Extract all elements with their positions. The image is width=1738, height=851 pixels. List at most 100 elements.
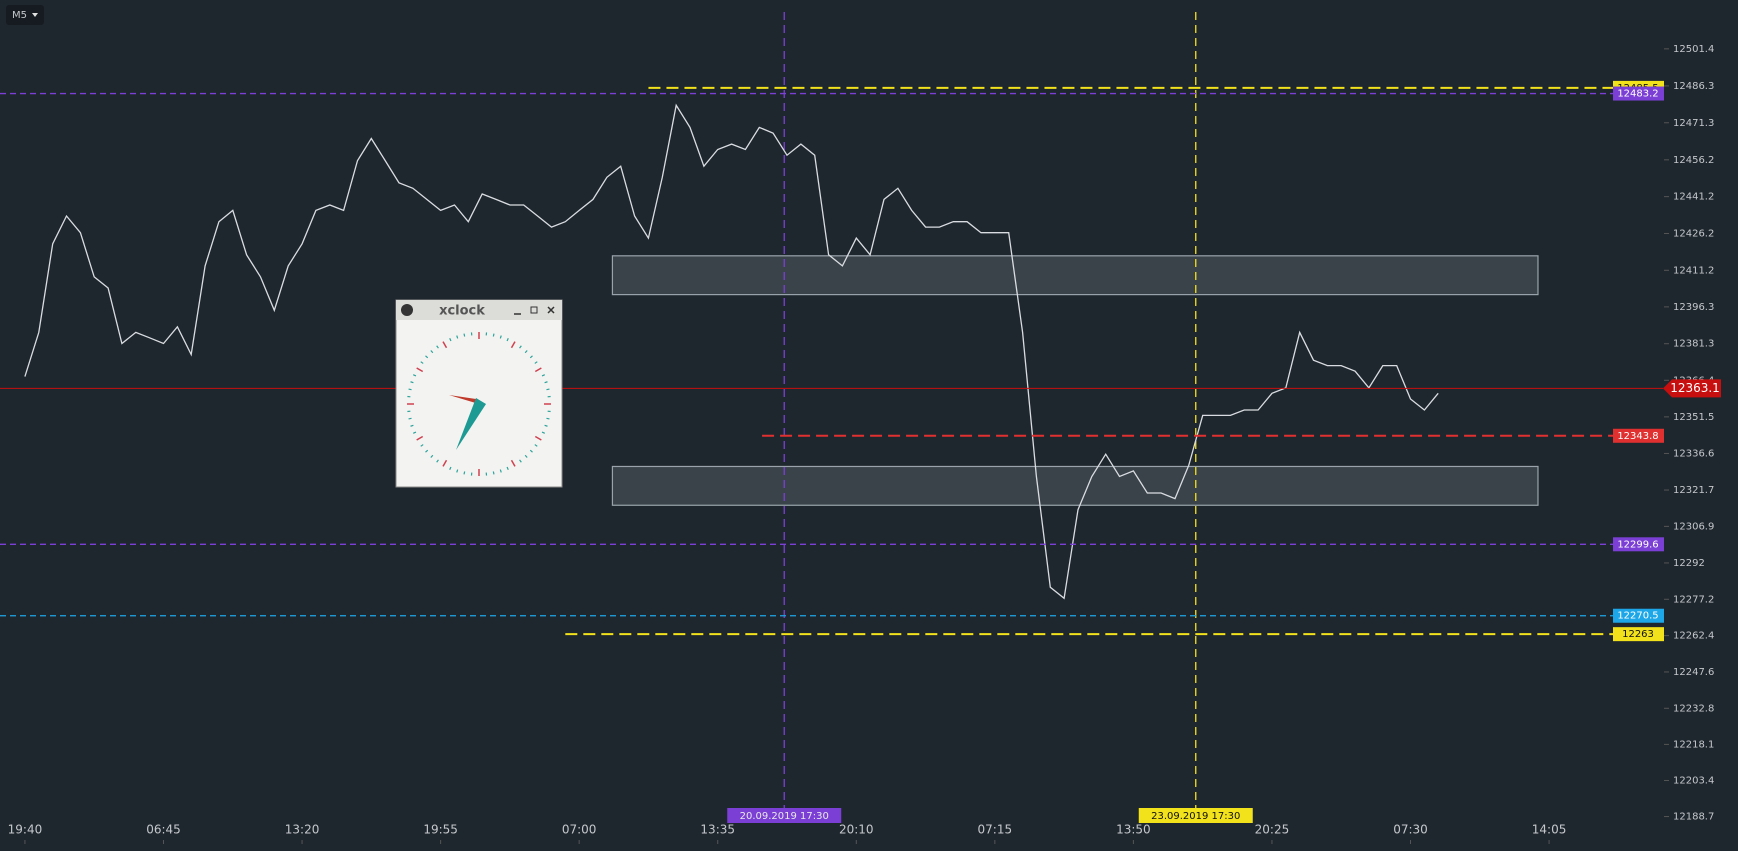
y-tick-label: 12336.6 [1673, 448, 1714, 459]
clock-tick [412, 431, 417, 434]
plot: 12501.4 12486.3 12471.3 12456.2 12441.2 12426… [0, 12, 1721, 844]
x-tick-label: 19:55 [423, 823, 458, 837]
clock-tick [510, 459, 516, 467]
x-tick-label: 13:20 [285, 823, 320, 837]
y-tick-label: 12321.7 [1673, 485, 1714, 496]
clock-tick [546, 388, 550, 391]
clock-tick [408, 388, 412, 391]
clock-tick [425, 449, 429, 453]
clock-tick [541, 374, 546, 377]
zone [611, 465, 1539, 506]
y-tick-label: 12262.4 [1673, 631, 1714, 642]
time-marker-box [1138, 808, 1253, 823]
price-line [24, 103, 1439, 600]
y-tick-label: 12188.7 [1673, 812, 1714, 823]
x-tick-label: 14:05 [1532, 823, 1567, 837]
clock-tick [534, 435, 542, 441]
y-tick-label: 12411.2 [1673, 265, 1714, 276]
timeframe-button[interactable]: M5 [6, 5, 44, 25]
clock-tick [524, 350, 528, 354]
clock-tick [456, 335, 459, 339]
clock-tick [449, 337, 452, 342]
x-tick-label: 07:00 [562, 823, 597, 837]
clock-tick [519, 459, 522, 463]
clock-tick [529, 355, 533, 359]
clock-tick [499, 335, 502, 339]
clock-tick [410, 381, 414, 384]
clock-tick [506, 466, 509, 471]
y-tick-label: 12471.3 [1673, 118, 1714, 129]
y-tick-label: 12247.6 [1673, 667, 1714, 678]
clock-tick [425, 355, 429, 359]
clock-tick [529, 449, 533, 453]
y-tick-label: 12203.4 [1673, 775, 1714, 786]
y-tick-label: 12292 [1673, 558, 1705, 569]
clock-tick [430, 350, 434, 354]
y-tick-label: 12351.5 [1673, 412, 1714, 423]
x-tick-label: 20:10 [839, 823, 874, 837]
x-tick-label: 13:50 [1116, 823, 1151, 837]
y-tick-label: 12232.8 [1673, 703, 1714, 714]
y-tick-label: 12501.4 [1673, 44, 1714, 55]
clock-tick [430, 454, 434, 458]
clock-tick [463, 471, 466, 475]
clock-tick [436, 459, 439, 463]
last-price-box [1663, 379, 1721, 398]
y-tick-label: 12218.1 [1673, 739, 1714, 750]
clock-tick [534, 367, 542, 373]
clock-tick [412, 374, 417, 377]
y-tick-label: 12306.9 [1673, 521, 1714, 532]
window-frame [395, 299, 563, 488]
clock-tick [492, 333, 495, 337]
clock-tick [499, 469, 502, 473]
clock-minute-hand [456, 398, 486, 450]
clock-tick [408, 417, 412, 420]
clock-hour-hand [449, 395, 479, 404]
timeframe-label: M5 [12, 10, 27, 21]
clock-tick [544, 381, 548, 384]
clock-tick [506, 337, 509, 342]
clock-tick [442, 459, 448, 467]
level-label-box [1613, 608, 1664, 623]
window-title: xclock [439, 304, 485, 319]
time-marker-label: 20.09.2019 17:30 [740, 811, 829, 822]
y-tick-label: 12426.2 [1673, 228, 1714, 239]
clock-tick [416, 435, 424, 441]
dropdown-arrow [32, 13, 38, 17]
clock-tick [456, 469, 459, 473]
x-tick-label: 06:45 [146, 823, 181, 837]
level-label: 12299.6 [1617, 539, 1658, 550]
clock-tick [420, 361, 424, 364]
level-label: 12270.5 [1617, 611, 1658, 622]
maximize-button[interactable] [530, 306, 538, 314]
clock-tick [449, 466, 452, 471]
x-tick-label: 20:25 [1255, 823, 1290, 837]
close-button[interactable] [547, 306, 555, 314]
clock-tick [420, 444, 424, 447]
timeframe-box [6, 5, 44, 25]
clock-tick [524, 454, 528, 458]
level-label-box [1613, 86, 1664, 101]
clock-tick [541, 431, 546, 434]
clock-tick [510, 341, 516, 349]
y-tick-label: 12441.2 [1673, 192, 1714, 203]
clock-tick [519, 345, 522, 349]
xclock-window[interactable]: xclock [395, 299, 563, 488]
level-label: 12483.2 [1617, 89, 1658, 100]
x-tick-label: 07:30 [1393, 823, 1428, 837]
level-label: 12343.8 [1617, 431, 1658, 442]
clock-tick [492, 471, 495, 475]
level-label-box [1613, 428, 1664, 443]
level-label: 12263 [1622, 629, 1654, 640]
level-label-box [1613, 537, 1664, 552]
level-label-box [1613, 627, 1664, 642]
x-tick-label: 07:15 [978, 823, 1013, 837]
time-marker-box [727, 808, 842, 823]
x-tick-label: 13:35 [700, 823, 735, 837]
clock-tick [416, 367, 424, 373]
clock-tick [534, 444, 538, 447]
y-tick-label: 12277.2 [1673, 594, 1714, 605]
clock-tick [534, 361, 538, 364]
y-tick-label: 12396.3 [1673, 302, 1714, 313]
